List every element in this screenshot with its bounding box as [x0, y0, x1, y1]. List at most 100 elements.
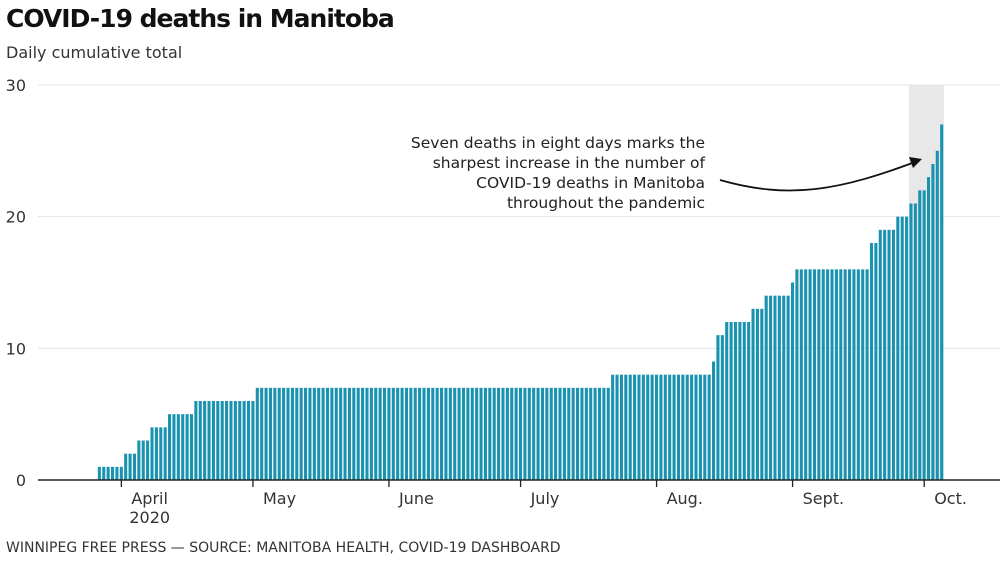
bar	[571, 387, 575, 480]
bar	[304, 387, 308, 480]
bar	[242, 401, 246, 480]
bar	[137, 440, 141, 480]
bar	[545, 387, 549, 480]
chart-source: WINNIPEG FREE PRESS — SOURCE: MANITOBA H…	[6, 540, 561, 556]
bar	[102, 466, 106, 480]
bar	[703, 374, 707, 480]
bar	[808, 269, 812, 480]
bar	[404, 387, 409, 480]
bar	[299, 387, 303, 480]
bar	[211, 401, 215, 480]
bar	[834, 269, 838, 480]
x-tick-label: Sept.	[803, 489, 845, 508]
bar	[698, 374, 702, 480]
bar	[865, 269, 869, 480]
bar	[374, 387, 378, 480]
bar	[470, 387, 474, 480]
bar	[812, 269, 817, 480]
bar	[540, 387, 545, 480]
bar	[804, 269, 808, 480]
bar	[755, 308, 759, 480]
bar	[286, 387, 290, 480]
bar	[483, 387, 487, 480]
bar	[339, 387, 343, 480]
bar	[597, 387, 602, 480]
bar	[334, 387, 338, 480]
bar	[251, 401, 255, 480]
bar	[523, 387, 527, 480]
bar	[817, 269, 821, 480]
bar	[514, 387, 518, 480]
bar	[799, 269, 803, 480]
x-tick-sublabel: 2020	[129, 508, 170, 527]
bar	[347, 387, 351, 480]
bar	[782, 295, 786, 480]
bar	[435, 387, 439, 480]
bar	[532, 387, 536, 480]
bar	[277, 387, 281, 480]
bar	[760, 308, 764, 480]
bar	[246, 401, 251, 480]
bar	[821, 269, 825, 480]
bar	[128, 453, 132, 480]
x-tick-label: June	[398, 489, 434, 508]
bar	[352, 387, 356, 480]
bar	[738, 322, 742, 480]
bar	[172, 414, 176, 480]
bar	[918, 190, 922, 481]
bar	[650, 374, 654, 480]
bar	[624, 374, 628, 480]
bar	[273, 387, 277, 480]
bar	[852, 269, 856, 480]
bar	[935, 150, 939, 481]
bar	[181, 414, 185, 480]
bar	[475, 387, 479, 480]
x-tick-label: April	[131, 489, 168, 508]
bar	[690, 374, 694, 480]
bar	[562, 387, 566, 480]
bar	[619, 374, 623, 480]
bar	[317, 387, 321, 480]
bar	[260, 387, 264, 480]
y-tick-label: 30	[6, 76, 26, 95]
bar	[312, 387, 316, 480]
bar	[584, 387, 588, 480]
bar	[681, 374, 685, 480]
bar	[97, 466, 101, 480]
bar	[707, 374, 711, 480]
bar	[790, 282, 795, 480]
bar	[725, 322, 729, 480]
bar	[163, 427, 167, 480]
bar	[896, 216, 900, 480]
bar	[461, 387, 466, 480]
bar	[633, 374, 637, 480]
bar	[387, 387, 391, 480]
bar	[637, 374, 641, 480]
bar	[830, 269, 834, 480]
bar	[549, 387, 553, 480]
bar	[229, 401, 233, 480]
bar	[527, 387, 531, 480]
bar	[764, 295, 768, 480]
bar	[676, 374, 681, 480]
bar	[418, 387, 422, 480]
bar	[777, 295, 781, 480]
bar	[238, 401, 242, 480]
bar	[492, 387, 496, 480]
x-tick-label: July	[530, 489, 560, 508]
bar	[576, 387, 580, 480]
bar	[448, 387, 452, 480]
bar	[198, 401, 202, 480]
annotation-line: Seven deaths in eight days marks the	[411, 134, 705, 152]
bar	[110, 466, 115, 480]
bar	[194, 401, 198, 480]
bar	[672, 374, 676, 480]
bar	[716, 335, 720, 480]
bar	[940, 124, 944, 480]
bar	[720, 335, 724, 480]
bar	[694, 374, 698, 480]
bar	[207, 401, 211, 480]
annotation-line: sharpest increase in the number of	[433, 154, 706, 172]
bar	[409, 387, 413, 480]
bar	[440, 387, 444, 480]
